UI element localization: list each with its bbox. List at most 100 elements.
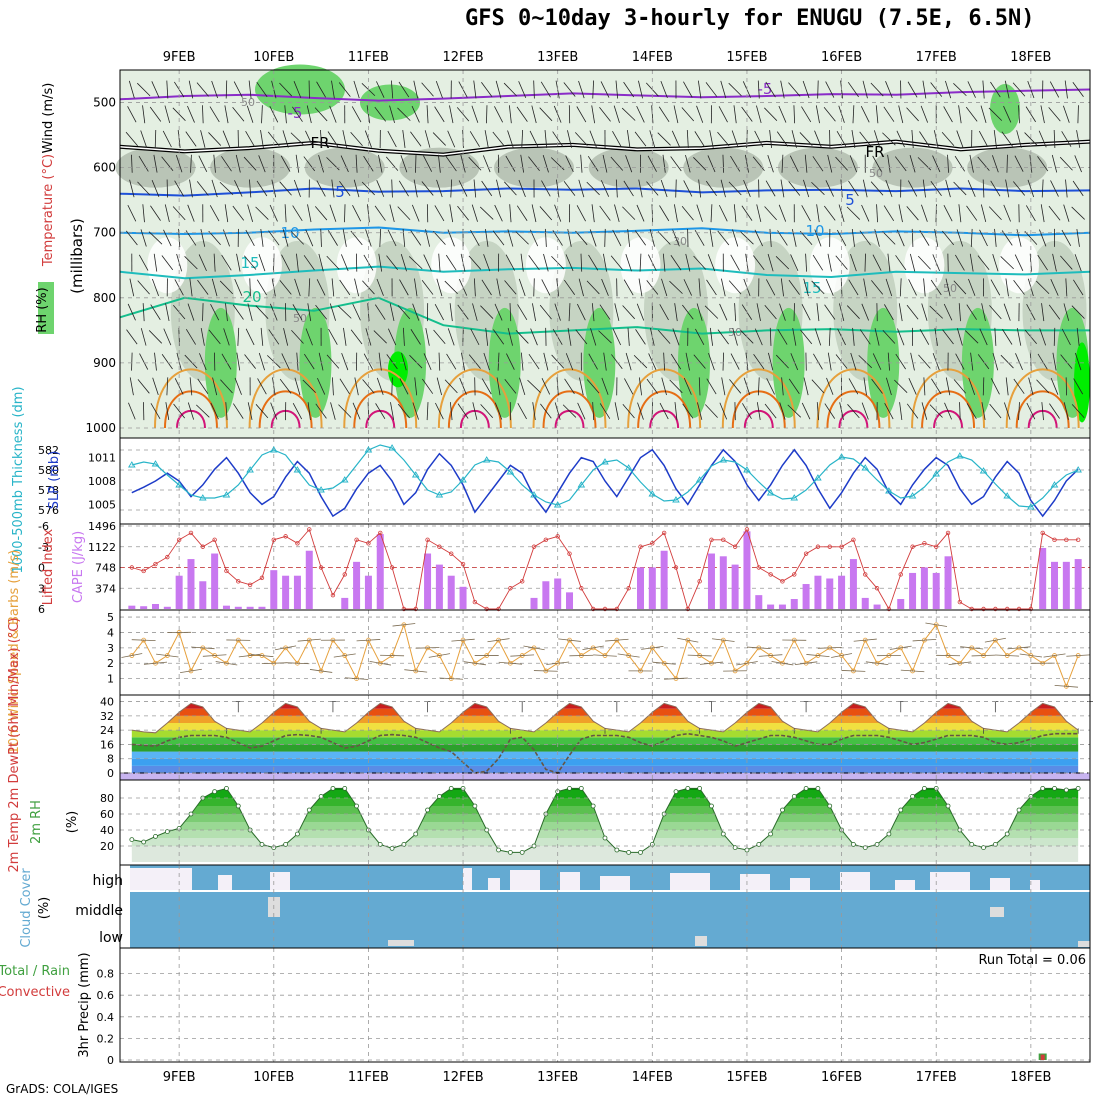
rh2m-marker [496, 847, 501, 853]
wind-barb [127, 204, 137, 222]
wind-barb [294, 278, 301, 297]
wind-barb [1015, 353, 1023, 371]
wind-barb [982, 179, 985, 198]
wind-barb [858, 355, 873, 369]
lifted-index-marker [165, 554, 170, 560]
cape-bar [814, 575, 822, 609]
lifted-index-marker [732, 544, 738, 549]
wind-barb [920, 105, 929, 123]
wind-barb-10m [546, 661, 570, 665]
lifted-index-marker [898, 572, 903, 577]
wind-barb [172, 206, 186, 221]
wind-barb [945, 377, 951, 396]
wind-barb [734, 303, 737, 322]
wind-barb [882, 231, 896, 245]
lifted-index-marker [602, 606, 608, 612]
wind-barb [696, 204, 703, 222]
wind-barb [411, 105, 420, 123]
lifted-index-line [131, 528, 1079, 611]
cloud-row-label: middle [75, 903, 123, 919]
wind-barb [622, 403, 635, 419]
wind-barb [944, 80, 952, 99]
rh2m-marker [283, 842, 289, 847]
wind-barb [942, 230, 955, 246]
wind-barb [614, 204, 620, 222]
wind-barb [398, 81, 410, 98]
wind-barb [706, 279, 717, 296]
wind-barb-10m [617, 653, 640, 658]
wind-barb [871, 378, 883, 394]
wind-barb-10m [771, 661, 794, 666]
rh2m-marker [673, 789, 679, 794]
wind-barb [923, 377, 926, 396]
wind-barb [909, 154, 916, 173]
wind-barb [636, 204, 645, 222]
wind-barb [611, 354, 623, 370]
rh2m-marker [1075, 786, 1081, 791]
rh2m-marker [318, 794, 324, 799]
isotherm-arch [153, 368, 228, 429]
wind-barb [802, 80, 810, 99]
thickness-marker [388, 444, 396, 451]
isotherm-arch [721, 368, 796, 429]
lifted-index-marker [366, 541, 371, 546]
cape-bar [897, 599, 905, 609]
wind-barb [342, 229, 347, 247]
wind-barb [851, 228, 855, 247]
isotherm-arch [532, 368, 607, 429]
cape-bar [163, 606, 171, 609]
wind-barb [969, 253, 974, 272]
wind-barb [707, 254, 716, 272]
rh2m-tick: 20 [100, 840, 114, 853]
wind-barb [790, 353, 799, 371]
wind-barb [211, 80, 218, 99]
wind-barb [494, 204, 503, 222]
wind-barb [1016, 327, 1022, 346]
cape-bar [636, 567, 644, 609]
wind-barb [733, 105, 737, 124]
wind-barb [517, 304, 528, 321]
wind-barb [184, 256, 198, 270]
wind-barb [876, 204, 878, 223]
wind-barb [625, 155, 633, 173]
wind-barb [756, 402, 761, 421]
thickness-tick: 578 [38, 484, 59, 497]
wind-barb [816, 303, 820, 322]
wind-barb [283, 328, 289, 346]
cape-bar [1039, 547, 1047, 609]
rh2m-marker [354, 803, 359, 809]
date-label-bottom: 12FEB [442, 1070, 483, 1085]
wind-barb [1063, 303, 1070, 321]
wind-barb [365, 229, 372, 247]
wind-barb [494, 106, 504, 123]
isotherm-arch [816, 368, 891, 429]
wind-barb [292, 304, 303, 321]
wind-barb [861, 204, 870, 222]
wind-barb [457, 205, 469, 221]
wind-barb [741, 205, 753, 221]
wind-barb [647, 155, 657, 172]
wind-barb [494, 402, 503, 420]
wind-barb [1013, 378, 1025, 394]
wind-barb [686, 129, 689, 149]
cape-bar [246, 606, 254, 609]
wind-barb [852, 327, 855, 346]
wind-barb [483, 254, 491, 272]
wind-barb [436, 179, 443, 198]
wind-tick: 2 [107, 657, 114, 670]
lifted-index-marker [815, 544, 821, 549]
wind-barb [898, 303, 903, 322]
rh2m-marker [768, 831, 774, 837]
wind-barb [296, 352, 299, 371]
wind-barb [316, 180, 326, 197]
date-label-bottom: 10FEB [253, 1070, 294, 1085]
wind-barb [279, 181, 292, 196]
wind-barb [198, 254, 207, 272]
wind-barb [515, 231, 529, 245]
wind-barb [801, 303, 811, 321]
wind-barb [293, 179, 301, 198]
wind-barb [468, 255, 482, 270]
wind-barb [291, 329, 304, 344]
wind-barb [1041, 179, 1044, 198]
wind-barb [990, 81, 1001, 98]
